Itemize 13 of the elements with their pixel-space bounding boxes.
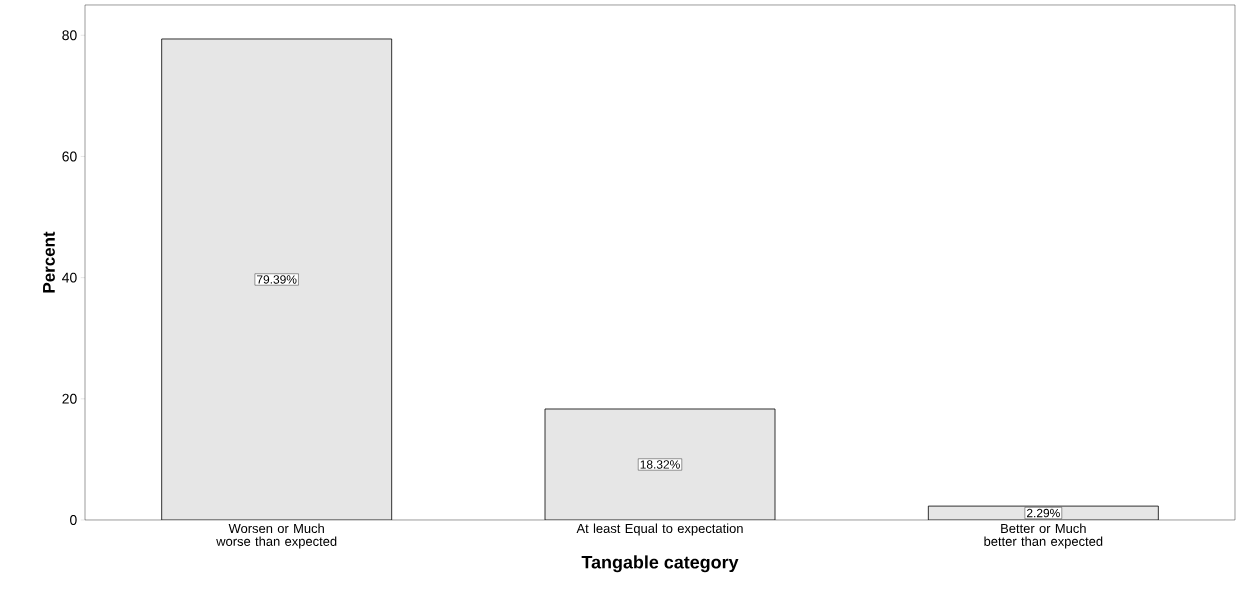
- y-tick-label: 40: [62, 272, 77, 283]
- x-tick-label: At least Equal to expectation: [576, 523, 743, 536]
- y-axis-title: Percent: [43, 231, 55, 293]
- y-tick-label: 0: [70, 515, 77, 525]
- data-label: 18.32%: [640, 460, 680, 469]
- x-axis-title: Tangable category: [581, 555, 739, 573]
- y-tick-label: 20: [62, 393, 77, 404]
- x-tick-label: Worsen or Much worse than expected: [216, 523, 337, 549]
- data-label: 2.29%: [1026, 508, 1060, 518]
- y-tick-label: 80: [62, 30, 77, 41]
- x-tick-label: Better or Much better than expected: [984, 523, 1103, 549]
- data-label: 79.39%: [257, 275, 297, 284]
- y-tick-label: 60: [62, 151, 77, 162]
